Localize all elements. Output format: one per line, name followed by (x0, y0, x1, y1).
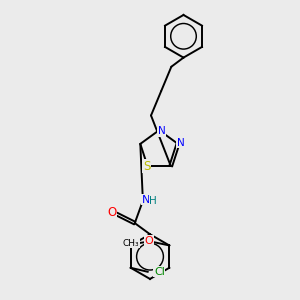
Text: Cl: Cl (154, 267, 165, 277)
Text: N: N (142, 195, 150, 205)
Text: O: O (145, 236, 153, 246)
Text: H: H (149, 196, 157, 206)
Text: CH₃: CH₃ (122, 239, 139, 248)
Text: O: O (107, 206, 117, 219)
Text: S: S (143, 160, 150, 172)
Text: N: N (158, 126, 166, 136)
Text: N: N (177, 138, 184, 148)
